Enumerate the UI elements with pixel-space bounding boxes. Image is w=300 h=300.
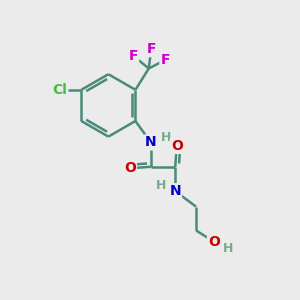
Text: F: F [129,49,138,63]
Text: O: O [171,139,183,153]
Text: O: O [208,235,220,249]
Text: H: H [160,130,171,144]
Text: H: H [223,242,233,255]
Text: O: O [124,161,136,175]
Text: Cl: Cl [52,83,68,97]
Text: N: N [145,135,157,149]
Text: H: H [156,179,166,192]
Text: F: F [146,42,156,56]
Text: N: N [169,184,181,198]
Text: F: F [160,53,170,67]
